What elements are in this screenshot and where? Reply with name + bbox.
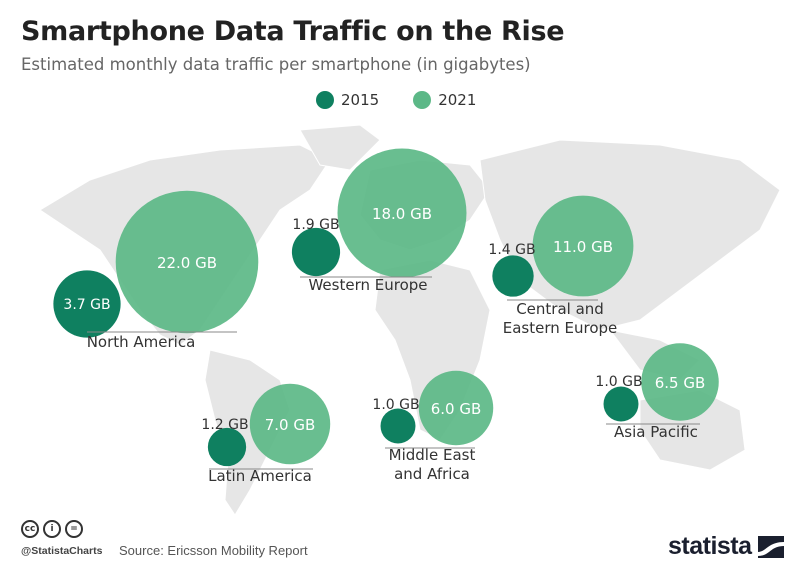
no-derivatives-icon[interactable]: = [65, 520, 83, 538]
map-greenland [299, 124, 381, 171]
region-group: 22.0 GB 3.7 GB North America [53, 190, 259, 351]
region-group: 18.0 GB 1.9 GB Western Europe [291, 148, 467, 294]
license-icons: cc i = [21, 520, 87, 538]
value-label-2015: 1.4 GB [488, 242, 535, 258]
bubbles-layer: 22.0 GB 3.7 GB North America 18.0 GB 1.9 GB W… [53, 148, 719, 485]
legend-swatch-2015 [316, 91, 334, 109]
bubble-2021[interactable] [532, 195, 634, 297]
bubble-2021[interactable] [641, 343, 719, 421]
bubble-2021[interactable] [115, 190, 259, 334]
statista-handle[interactable]: @StatistaCharts [21, 545, 103, 557]
bubble-2015[interactable] [291, 227, 341, 277]
value-label-2015: 1.2 GB [201, 417, 248, 433]
chart-subtitle: Estimated monthly data traffic per smart… [21, 55, 531, 74]
legend-item-2015: 2015 [316, 91, 379, 109]
value-label-2015: 1.9 GB [292, 217, 339, 233]
attribution-icon[interactable]: i [43, 520, 61, 538]
region-group: 6.5 GB 1.0 GB Asia Pacific [595, 343, 719, 441]
cc-icon[interactable]: cc [21, 520, 39, 538]
statista-logo-icon [757, 535, 784, 558]
bubble-2015[interactable] [492, 255, 534, 297]
bubble-2021[interactable] [337, 148, 467, 278]
value-label-2015: 1.0 GB [595, 374, 642, 390]
region-label: Latin America [208, 467, 312, 485]
statista-wordmark: statista [668, 532, 752, 560]
chart-title: Smartphone Data Traffic on the Rise [21, 16, 565, 47]
value-label-2021: 11.0 GB [553, 238, 613, 256]
region-label: Eastern Europe [503, 319, 618, 337]
value-label-2015: 1.0 GB [372, 397, 419, 413]
bubble-2015[interactable] [603, 386, 639, 422]
bubble-2021[interactable] [249, 383, 331, 465]
region-label: Central and [516, 300, 604, 318]
legend-item-2021: 2021 [413, 91, 476, 109]
value-label-2015: 3.7 GB [63, 297, 110, 313]
region-label: North America [87, 333, 196, 351]
region-label: Western Europe [308, 276, 427, 294]
legend-swatch-2021 [413, 91, 432, 109]
legend-label-2021: 2021 [438, 91, 477, 109]
value-label-2021: 18.0 GB [372, 205, 432, 223]
value-label-2021: 7.0 GB [265, 416, 316, 434]
region-group: 7.0 GB 1.2 GB Latin America [201, 383, 331, 485]
bubble-2021[interactable] [418, 370, 494, 446]
region-label: Asia Pacific [614, 423, 698, 441]
value-label-2021: 6.5 GB [655, 374, 706, 392]
bubble-2015[interactable] [207, 427, 247, 467]
value-label-2021: 22.0 GB [157, 254, 217, 272]
region-label: Middle East [389, 446, 476, 464]
legend-label-2015: 2015 [341, 91, 380, 109]
bubble-2015[interactable] [380, 408, 416, 444]
value-label-2021: 6.0 GB [431, 400, 482, 418]
legend: 2015 2021 [316, 91, 510, 109]
bubble-2015[interactable] [53, 270, 121, 338]
statista-logo[interactable]: statista [668, 532, 784, 561]
source-note[interactable]: Source: Ericsson Mobility Report [119, 543, 308, 558]
region-label: and Africa [394, 465, 470, 483]
